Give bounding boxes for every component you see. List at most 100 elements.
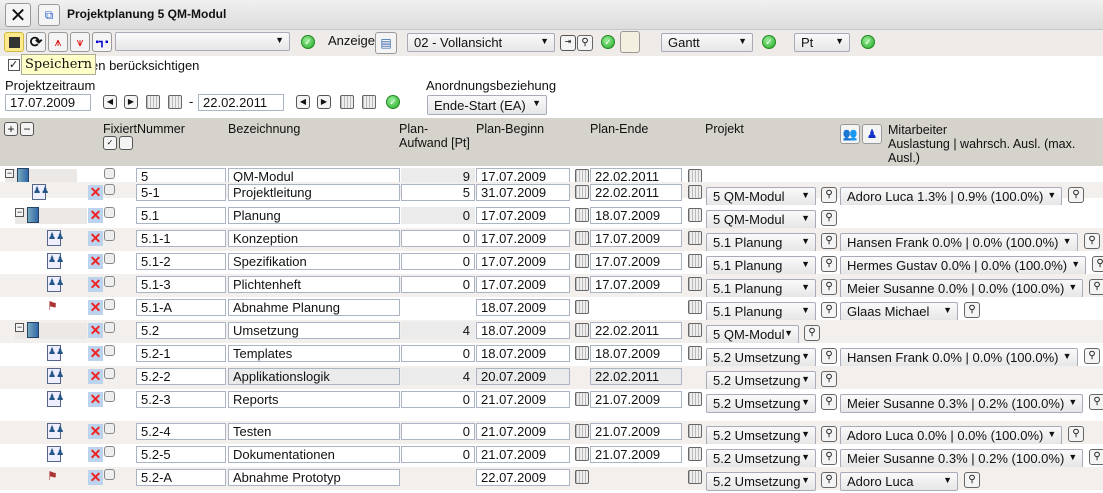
search-icon[interactable]: ⚲ [1084,348,1100,364]
nummer-input[interactable]: 5.2-1 [136,345,226,362]
aufwand-input[interactable]: 0 [401,423,475,440]
mitarbeiter-select[interactable]: Adoro Luca 0.0% | 0.0% (100.0%) [840,426,1063,445]
delete-icon[interactable]: ✕ [88,276,103,292]
aufwand-input[interactable]: 5 [401,184,475,201]
relation-select[interactable]: Ende-Start (EA) [427,95,547,115]
dependency-button[interactable]: ▪┓▪ [92,32,112,52]
calendar-icon[interactable] [688,231,702,245]
calendar-icon[interactable] [688,300,702,314]
nummer-input[interactable]: 5.1-3 [136,276,226,293]
fixiert-checkbox[interactable] [104,299,115,310]
ende-input[interactable]: 17.07.2009 [590,253,682,270]
next-icon[interactable]: ▶ [124,95,138,109]
search-icon[interactable]: ⚲ [1089,394,1103,410]
search-icon[interactable]: ⚲ [1089,279,1103,295]
delete-icon[interactable]: ✕ [88,391,103,407]
ende-input[interactable]: 22.02.2011 [590,368,682,385]
search-icon[interactable]: ⚲ [821,302,837,318]
delete-icon[interactable]: ✕ [88,368,103,384]
calendar-icon[interactable] [575,254,589,268]
projekt-select[interactable]: 5.1 Planung [706,279,816,298]
ende-input[interactable]: 17.07.2009 [590,276,682,293]
search-icon[interactable]: ⚲ [1068,187,1084,203]
chart-select[interactable]: Gantt [661,33,753,52]
delete-icon[interactable]: ✕ [88,184,103,200]
calendar-icon[interactable] [688,185,702,199]
document-icon[interactable] [620,31,640,53]
ende-input[interactable]: 21.07.2009 [590,446,682,463]
aufwand-input[interactable]: 4 [401,322,475,339]
close-icon[interactable]: ✕ [5,3,31,27]
projekt-select[interactable]: 5 QM-Modul [706,210,816,229]
calendar-icon[interactable] [688,346,702,360]
nummer-input[interactable]: 5.1-A [136,299,226,316]
calendar-icon[interactable] [688,277,702,291]
search-icon[interactable]: ⚲ [821,210,837,226]
bezeichnung-input[interactable]: Abnahme Planung [228,299,400,316]
beginn-input[interactable]: 20.07.2009 [476,368,570,385]
projekt-select[interactable]: 5.2 Umsetzung [706,472,816,491]
nummer-input[interactable]: 5.1 [136,207,226,224]
beginn-input[interactable]: 17.07.2009 [476,253,570,270]
mitarbeiter-select[interactable]: Adoro Luca [840,472,958,491]
calendar-icon[interactable] [575,323,589,337]
calendar-icon[interactable] [146,95,160,109]
unit-select[interactable]: Pt [794,33,850,52]
aufwand-input[interactable]: 9 [401,168,475,185]
fixiert-checkbox[interactable] [104,469,115,480]
bezeichnung-input[interactable]: Testen [228,423,400,440]
group-icon[interactable]: 👥 [840,124,860,144]
beginn-input[interactable]: 18.07.2009 [476,345,570,362]
beginn-input[interactable]: 22.07.2009 [476,469,570,486]
export-icon[interactable]: ⇥ [560,35,576,51]
fixiert-checkbox[interactable] [104,168,115,179]
aufwand-input[interactable]: 0 [401,207,475,224]
save-button[interactable] [4,32,24,52]
aufwand-input[interactable]: 4 [401,368,475,385]
view-select[interactable]: 02 - Vollansicht [407,33,555,52]
fixiert-checkbox[interactable] [104,207,115,218]
mitarbeiter-select[interactable]: Hermes Gustav 0.0% | 0.0% (100.0%) [840,256,1087,275]
mitarbeiter-select[interactable]: Hansen Frank 0.0% | 0.0% (100.0%) [840,348,1078,367]
bezeichnung-input[interactable]: Applikationslogik [228,368,400,385]
search-icon[interactable]: ⚲ [1068,426,1084,442]
search-icon[interactable]: ⚲ [821,256,837,272]
fixiert-checkbox[interactable] [104,368,115,379]
beginn-input[interactable]: 17.07.2009 [476,230,570,247]
search-icon[interactable]: ⚲ [964,302,980,318]
apply-view-icon[interactable]: ✓ [601,35,615,49]
beginn-input[interactable]: 21.07.2009 [476,391,570,408]
delete-icon[interactable]: ✕ [88,446,103,462]
ende-input[interactable]: 18.07.2009 [590,207,682,224]
delete-icon[interactable]: ✕ [88,345,103,361]
calendar-icon[interactable] [688,392,702,406]
projekt-select[interactable]: 5.2 Umsetzung [706,449,816,468]
calendar-icon[interactable] [575,470,589,484]
search-icon[interactable]: ⚲ [1084,233,1100,249]
aufwand-input[interactable]: 0 [401,446,475,463]
search-icon[interactable]: ⚲ [821,371,837,387]
chart-red-alt-button[interactable]: ⩛ [70,32,90,52]
nummer-input[interactable]: 5-1 [136,184,226,201]
clipboard-icon[interactable]: ▤ [375,32,397,54]
projekt-select[interactable]: 5.1 Planung [706,302,816,321]
bezeichnung-input[interactable]: Plichtenheft [228,276,400,293]
mitarbeiter-select[interactable]: Meier Susanne 0.3% | 0.2% (100.0%) [840,394,1084,413]
mitarbeiter-select[interactable]: Meier Susanne 0.0% | 0.0% (100.0%) [840,279,1084,298]
apply-chart-icon[interactable]: ✓ [762,35,776,49]
expand-all-icon[interactable]: + [4,122,18,136]
ende-input[interactable]: 21.07.2009 [590,423,682,440]
nummer-input[interactable]: 5.2-2 [136,368,226,385]
calendar-icon[interactable] [688,470,702,484]
aufwand-input[interactable]: 0 [401,276,475,293]
nummer-input[interactable]: 5.2-A [136,469,226,486]
calendar-icon[interactable] [575,392,589,406]
mitarbeiter-select[interactable]: Glaas Michael [840,302,958,321]
bezeichnung-input[interactable]: QM-Modul [228,168,400,185]
search-icon[interactable]: ⚲ [821,187,837,203]
mitarbeiter-select[interactable]: Adoro Luca 1.3% | 0.9% (100.0%) [840,187,1063,206]
search-icon[interactable]: ⚲ [821,449,837,465]
calendar-icon[interactable] [575,169,589,183]
beginn-input[interactable]: 21.07.2009 [476,423,570,440]
fixiert-checkbox[interactable] [104,391,115,402]
